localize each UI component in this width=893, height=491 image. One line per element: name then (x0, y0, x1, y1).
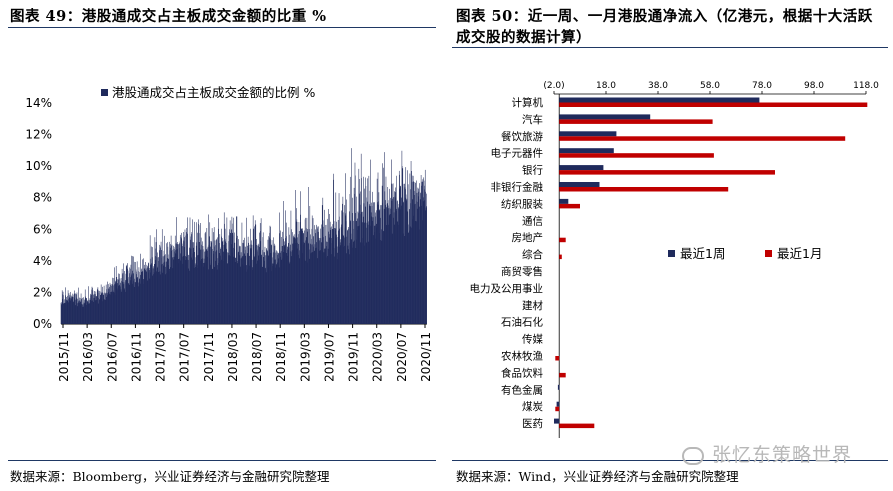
legend-swatch (101, 89, 108, 96)
category-label: 石油石化 (501, 316, 543, 329)
x-tick-label: 2020/03 (371, 332, 385, 382)
right-source-rule (452, 460, 888, 461)
category-label: 汽车 (522, 113, 543, 126)
category-label: 建材 (522, 299, 543, 312)
bar-week (559, 148, 614, 154)
x-tick-label: 78.0 (752, 81, 772, 91)
category-label: 餐饮旅游 (501, 130, 543, 143)
watermark-text: 张忆东策略世界 (712, 444, 853, 466)
x-tick-label: 18.0 (596, 81, 616, 91)
category-label: 商贸零售 (501, 265, 543, 278)
x-tick-label: 58.0 (700, 81, 720, 91)
legend-swatch (765, 250, 772, 257)
x-tick-label: 2016/11 (129, 332, 143, 382)
wechat-icon (682, 446, 704, 465)
category-label: 通信 (522, 215, 543, 227)
x-tick-label: 2015/11 (57, 332, 71, 382)
y-tick-label: 12% (25, 128, 52, 142)
right-chart-title: 图表 50：近一周、一月港股通净流入（亿港元，根据十大活跃成交股的数据计算） (456, 8, 873, 46)
x-tick-label: 2020/07 (395, 332, 409, 382)
bar-month (559, 102, 868, 107)
bar-week (559, 114, 651, 120)
bar-week (559, 182, 600, 187)
legend-swatch (668, 250, 675, 257)
bar-week (556, 401, 560, 407)
y-tick-label: 6% (33, 222, 52, 236)
bar-month (559, 423, 595, 429)
y-tick-label: 10% (25, 159, 52, 173)
right-source-note: 数据来源：Wind，兴业证券经济与金融研究院整理 (456, 469, 739, 484)
bar-week (559, 97, 760, 103)
bar-week (559, 165, 604, 171)
category-label: 综合 (522, 248, 543, 261)
y-tick-label: 14% (25, 96, 52, 110)
x-tick-label: 2016/07 (105, 332, 119, 382)
y-tick-label: 4% (33, 254, 52, 268)
x-tick-label: 2016/03 (81, 332, 95, 382)
bar-week (559, 131, 617, 137)
category-label: 煤炭 (522, 400, 543, 413)
x-tick-label: 2019/07 (322, 332, 336, 382)
x-tick-label: 2018/03 (226, 332, 240, 382)
category-label: 银行 (522, 164, 543, 177)
x-tick-label: 2017/03 (154, 332, 168, 382)
x-tick-label: 2019/03 (298, 332, 312, 382)
category-label: 纺织服装 (501, 197, 543, 210)
y-tick-label: 0% (33, 317, 52, 331)
y-tick-label: 2% (33, 285, 52, 299)
x-tick-label: 2019/11 (347, 332, 361, 382)
bar-month (559, 136, 846, 141)
category-label: 电力及公用事业 (470, 282, 544, 295)
left-source-rule (8, 460, 436, 461)
bar-month (559, 170, 775, 175)
left-title-rule (8, 27, 436, 28)
x-tick-label: 38.0 (648, 81, 668, 91)
bar-month (559, 254, 562, 260)
category-label: 医药 (522, 418, 543, 430)
category-label: 有色金属 (501, 383, 543, 396)
y-tick-label: 8% (33, 191, 52, 205)
category-label: 传媒 (522, 333, 543, 346)
x-tick-label: 98.0 (804, 81, 824, 91)
category-label: 农林牧渔 (501, 350, 543, 363)
x-tick-label: 2018/07 (250, 332, 264, 382)
right-title-rule (452, 47, 888, 48)
category-label: 食品饮料 (501, 366, 543, 379)
x-tick-label: 2020/11 (419, 332, 433, 382)
bar-week (559, 198, 569, 204)
watermark: 张忆东策略世界 (682, 440, 852, 467)
legend-label: 最近1周 (680, 246, 725, 261)
x-tick-label: 2018/11 (274, 332, 288, 382)
category-label: 非银行金融 (491, 181, 544, 194)
x-tick-label: 118.0 (853, 81, 879, 91)
x-tick-label: 2017/11 (202, 332, 216, 382)
bar-month (559, 187, 729, 192)
bar-month (559, 119, 713, 124)
x-tick-label: (2.0) (543, 81, 564, 91)
x-tick-label: 2017/07 (178, 332, 192, 382)
bar-week (554, 418, 560, 424)
left-chart-title: 图表 49：港股通成交占主板成交金额的比重 % (10, 8, 327, 25)
bar-month (555, 356, 560, 361)
category-label: 电子元器件 (491, 147, 544, 160)
bar-week (557, 384, 560, 390)
legend-label: 最近1月 (777, 246, 822, 261)
bar-month (559, 153, 714, 158)
bar-month (559, 372, 566, 378)
left-source-note: 数据来源：Bloomberg，兴业证券经济与金融研究院整理 (10, 469, 330, 484)
legend-label: 港股通成交占主板成交金额的比例 % (112, 85, 315, 100)
bar-month (559, 203, 580, 209)
bar-month (555, 406, 560, 412)
bar-month (559, 237, 566, 243)
category-label: 计算机 (512, 96, 544, 109)
category-label: 房地产 (512, 231, 544, 244)
